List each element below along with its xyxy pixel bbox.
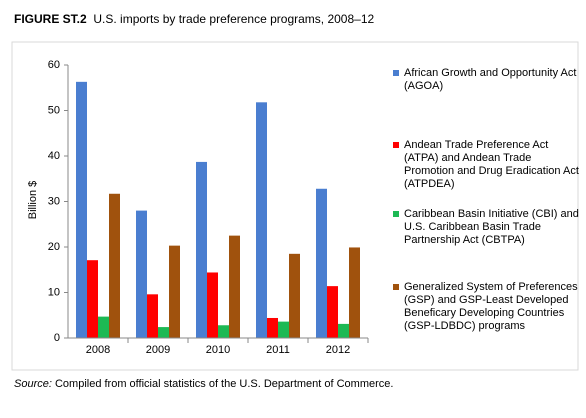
legend-swatch	[393, 211, 399, 217]
legend-entry: African Growth and Opportunity Act (AGOA…	[393, 67, 579, 93]
x-tick-label: 2010	[206, 344, 230, 356]
bar	[98, 316, 109, 338]
bar	[338, 323, 349, 338]
bar	[349, 247, 360, 338]
title-text: U.S. imports by trade preference program…	[93, 12, 375, 26]
y-tick-label: 20	[48, 241, 60, 253]
legend-swatch	[393, 142, 399, 148]
source-label: Source:	[14, 378, 52, 390]
x-tick-label: 2011	[266, 344, 290, 356]
bar	[109, 193, 120, 338]
legend-label: Caribbean Basin Initiative (CBI) and U.S…	[404, 208, 579, 246]
legend-label: Generalized System of Preferences (GSP) …	[404, 281, 578, 332]
bar	[278, 321, 289, 338]
bar	[147, 294, 158, 338]
x-tick-label: 2009	[146, 344, 170, 356]
bar	[169, 245, 180, 338]
bar	[196, 161, 207, 338]
legend-entry: Caribbean Basin Initiative (CBI) and U.S…	[393, 208, 579, 247]
y-axis-label: Billion $	[27, 181, 39, 220]
bar	[76, 81, 87, 339]
bar	[136, 210, 147, 338]
y-tick-label: 0	[54, 332, 60, 344]
bar	[207, 272, 218, 338]
y-tick-label: 10	[48, 286, 60, 298]
x-tick-label: 2008	[86, 344, 110, 356]
title: FIGURE ST.2 U.S. imports by trade prefer…	[14, 12, 374, 26]
title-label: FIGURE ST.2	[14, 12, 87, 26]
legend-label: African Growth and Opportunity Act (AGOA…	[404, 67, 577, 92]
y-tick-label: 30	[48, 195, 60, 207]
legend-swatch	[393, 284, 399, 290]
x-tick-label: 2012	[326, 344, 350, 356]
chart-frame	[11, 41, 579, 371]
bar	[327, 286, 338, 338]
legend-entry: Generalized System of Preferences (GSP) …	[393, 281, 579, 333]
bar	[158, 327, 169, 338]
y-tick-label: 40	[48, 150, 60, 162]
bar	[289, 253, 300, 338]
source-text: Compiled from official statistics of the…	[54, 378, 394, 390]
bar	[229, 235, 240, 338]
bar	[256, 102, 267, 338]
y-tick-label: 60	[48, 59, 60, 71]
bar	[316, 188, 327, 338]
bar	[218, 325, 229, 338]
source: Source: Compiled from official statistic…	[14, 378, 393, 390]
legend-swatch	[393, 70, 399, 76]
y-tick-label: 50	[48, 104, 60, 116]
bar	[267, 317, 278, 338]
legend-entry: Andean Trade Preference Act (ATPA) and A…	[393, 139, 579, 191]
legend-label: Andean Trade Preference Act (ATPA) and A…	[404, 139, 579, 190]
bar	[87, 260, 98, 338]
